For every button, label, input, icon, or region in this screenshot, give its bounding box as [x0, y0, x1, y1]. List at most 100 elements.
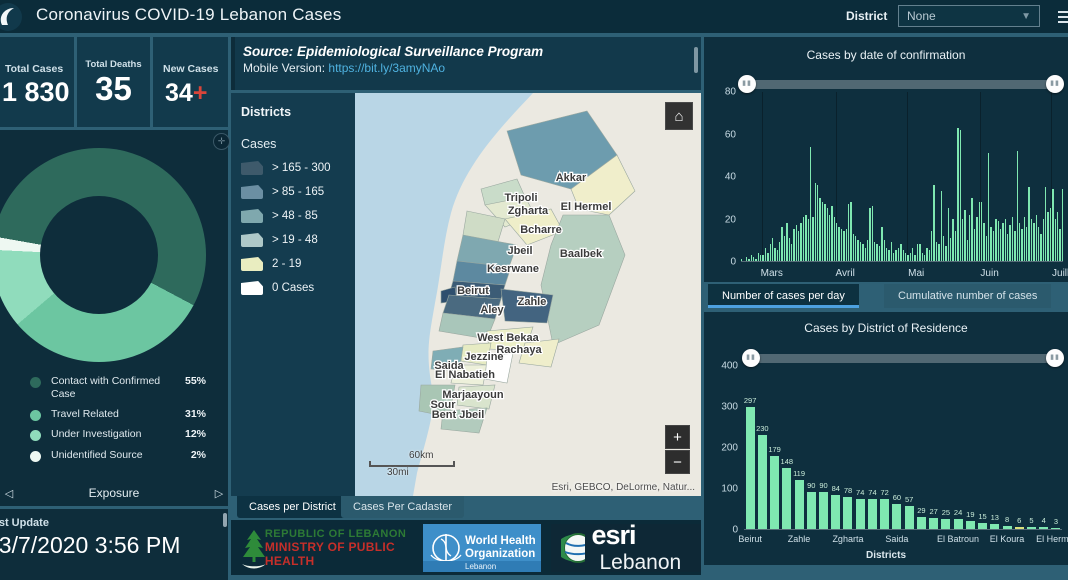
daily-bar[interactable] [885, 248, 888, 261]
daily-bar[interactable] [876, 244, 878, 261]
daily-bar[interactable] [831, 206, 833, 261]
daily-bar[interactable] [1054, 218, 1056, 261]
daily-bar[interactable] [883, 239, 885, 261]
district-bar[interactable] [1051, 527, 1061, 529]
daily-bar[interactable] [950, 237, 952, 261]
daily-bar[interactable] [871, 206, 873, 261]
daily-bar[interactable] [978, 201, 980, 261]
daily-bar[interactable] [938, 244, 940, 261]
daily-bar[interactable] [762, 254, 764, 261]
daily-bar[interactable] [793, 229, 795, 261]
daily-bar[interactable] [904, 252, 907, 261]
daily-bar[interactable] [995, 218, 997, 261]
daily-bar[interactable] [852, 233, 854, 261]
district-shape-el-hermel[interactable] [570, 154, 636, 216]
daily-bar[interactable] [947, 208, 949, 261]
district-bar[interactable] [978, 522, 988, 529]
daily-bar[interactable] [824, 203, 826, 261]
daily-bar[interactable] [805, 214, 807, 261]
daily-bar[interactable] [945, 246, 947, 261]
slider-handle-left[interactable]: ▮▮ [738, 75, 756, 93]
daily-bar[interactable] [821, 201, 824, 261]
district-bar[interactable] [990, 523, 1000, 529]
district-bar[interactable] [880, 499, 890, 529]
daily-bar[interactable] [1018, 222, 1021, 261]
daily-bar[interactable] [869, 208, 871, 261]
daily-bar[interactable] [893, 252, 895, 261]
daily-bar[interactable] [890, 242, 892, 261]
daily-bar[interactable] [757, 252, 759, 261]
district-bar[interactable] [806, 492, 816, 529]
daily-bar[interactable] [897, 248, 900, 261]
daily-bar[interactable] [814, 182, 816, 261]
daily-bar[interactable] [999, 229, 1002, 261]
slider-handle-right[interactable]: ▮▮ [1046, 75, 1064, 93]
daily-bar[interactable] [752, 256, 755, 261]
daily-bar[interactable] [1004, 218, 1006, 261]
daily-bar[interactable] [800, 222, 802, 261]
district-bar[interactable] [941, 518, 951, 529]
daily-bar[interactable] [961, 218, 964, 261]
daily-bar[interactable] [909, 252, 911, 261]
daily-bar[interactable] [741, 258, 743, 261]
daily-bar[interactable] [919, 244, 921, 261]
district-bar[interactable] [745, 407, 755, 529]
district-bar[interactable] [757, 434, 767, 529]
daily-bar[interactable] [1030, 218, 1033, 261]
daily-bar[interactable] [798, 231, 800, 261]
daily-bar[interactable] [1026, 227, 1028, 261]
daily-bar[interactable] [985, 235, 987, 261]
district-shape-zahle[interactable] [500, 288, 554, 324]
daily-bar[interactable] [850, 201, 852, 261]
district-bar[interactable] [770, 455, 780, 529]
chart1-tab-per-day[interactable]: Number of cases per day [708, 284, 859, 308]
district-bar[interactable] [843, 497, 853, 529]
daily-bar[interactable] [807, 218, 809, 261]
daily-bar[interactable] [750, 254, 752, 261]
daily-bar[interactable] [1042, 218, 1044, 261]
daily-bar[interactable] [973, 229, 976, 261]
scrollbar-thumb[interactable] [223, 513, 227, 527]
daily-bar[interactable] [1037, 227, 1040, 261]
daily-bar[interactable] [783, 235, 786, 261]
daily-bar[interactable] [1059, 229, 1061, 261]
slider-handle-left[interactable]: ▮▮ [742, 349, 760, 367]
daily-bar[interactable] [790, 244, 793, 261]
home-button[interactable]: ⌂ [665, 102, 693, 130]
daily-bar[interactable] [802, 216, 805, 261]
daily-bar[interactable] [836, 222, 838, 261]
daily-bar[interactable] [957, 127, 959, 261]
daily-bar[interactable] [1011, 216, 1014, 261]
daily-bar[interactable] [900, 244, 902, 261]
district-bar[interactable] [782, 468, 792, 529]
daily-bar[interactable] [1021, 229, 1023, 261]
daily-bar[interactable] [933, 184, 935, 261]
daily-bar[interactable] [942, 235, 945, 261]
daily-bar[interactable] [878, 246, 881, 261]
district-bar[interactable] [929, 517, 939, 529]
daily-bar[interactable] [819, 197, 821, 261]
district-shape[interactable] [438, 312, 496, 340]
daily-bar[interactable] [1014, 231, 1016, 261]
daily-bar[interactable] [966, 239, 968, 261]
daily-bar[interactable] [864, 248, 866, 261]
map-view[interactable]: Akkar El Hermel Tripoli Zgharta Bcharre Baalb… [355, 93, 701, 496]
daily-bar[interactable] [845, 229, 847, 261]
daily-bar[interactable] [760, 254, 762, 261]
district-bar[interactable] [1002, 525, 1012, 529]
daily-bar[interactable] [997, 220, 999, 261]
daily-bar[interactable] [980, 201, 983, 261]
district-shape-bent-jbeil[interactable] [440, 407, 488, 434]
daily-bar[interactable] [895, 250, 897, 261]
daily-bar[interactable] [812, 216, 814, 261]
daily-bar[interactable] [1047, 212, 1049, 261]
daily-bar[interactable] [940, 191, 942, 261]
zoom-out-button[interactable]: − [665, 450, 690, 474]
daily-bar[interactable] [1040, 233, 1042, 261]
map-tab-cases-per-district[interactable]: Cases per District [237, 496, 348, 518]
daily-bar[interactable] [1049, 208, 1052, 261]
district-bar[interactable] [1027, 526, 1036, 529]
district-shape-baalbek[interactable] [540, 214, 626, 346]
daily-bar[interactable] [769, 244, 771, 261]
daily-bar[interactable] [928, 250, 930, 261]
